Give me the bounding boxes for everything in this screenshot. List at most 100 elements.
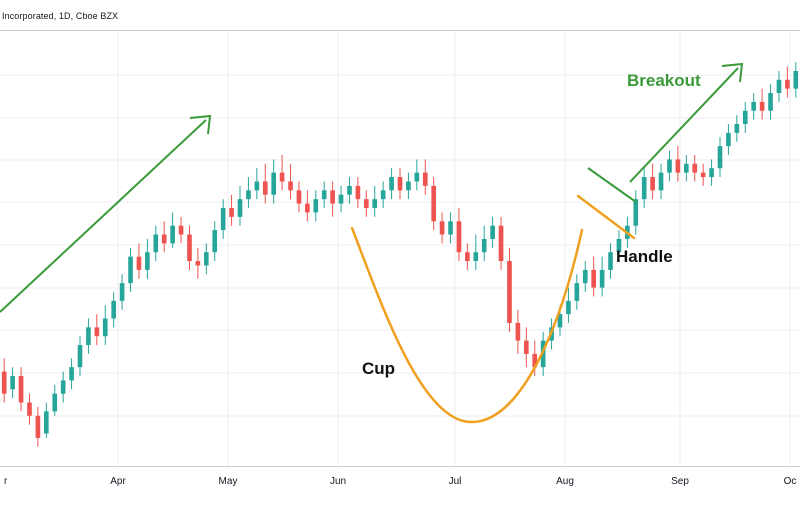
candle: [498, 216, 504, 270]
x-tick-label: Apr: [110, 476, 126, 487]
uptrend-arrowhead-left: [189, 114, 212, 135]
candle-body: [742, 110, 748, 124]
candle-body: [709, 168, 714, 178]
candle-body: [321, 190, 327, 200]
x-tick-label: r: [4, 476, 8, 487]
candle-body: [204, 252, 209, 266]
candles: [1, 62, 799, 447]
candle: [422, 159, 428, 195]
candle: [338, 185, 344, 213]
x-tick-label: Oc: [784, 476, 797, 487]
candle-body: [793, 70, 799, 89]
candle: [330, 181, 335, 217]
candle-body: [305, 203, 310, 213]
candle: [77, 336, 83, 376]
candle-body: [128, 256, 133, 284]
candle-body: [490, 225, 495, 239]
candle-body: [734, 124, 740, 133]
x-tick-label: Jul: [449, 476, 462, 487]
candle-body: [574, 283, 580, 301]
candle-body: [776, 79, 782, 94]
candle: [229, 194, 234, 226]
candle: [776, 70, 782, 102]
candle: [237, 185, 243, 226]
candle-body: [700, 172, 706, 178]
candle: [271, 159, 276, 204]
candle: [734, 115, 740, 142]
bottom-border: [0, 466, 800, 467]
candle-body: [422, 172, 428, 186]
candle-body: [237, 199, 243, 217]
chart-header: Incorporated, 1D, Cboe BZX: [0, 0, 800, 30]
x-axis: r Apr May Jun Jul Aug Sep Oc: [4, 476, 796, 487]
candle-body: [397, 177, 403, 191]
candle-body: [246, 190, 251, 200]
candle: [170, 212, 175, 248]
candle-body: [27, 402, 32, 416]
candle: [633, 190, 639, 235]
candle: [439, 212, 445, 244]
candle: [726, 124, 731, 155]
candle: [406, 172, 411, 200]
candle: [515, 309, 521, 354]
candle-body: [406, 181, 411, 191]
cup-label: Cup: [362, 359, 395, 378]
candle-body: [380, 190, 386, 200]
handle-label: Handle: [616, 247, 673, 266]
candle: [751, 93, 756, 120]
candle-body: [94, 327, 100, 337]
candle-body: [372, 199, 378, 208]
x-tick-label: Aug: [556, 476, 574, 487]
candle-body: [77, 345, 83, 368]
candle-body: [658, 172, 664, 191]
candle-body: [566, 300, 571, 315]
candle-body: [675, 159, 681, 173]
candle-body: [759, 101, 765, 111]
candle-body: [507, 261, 512, 323]
candle: [111, 292, 116, 328]
x-tick-label: Sep: [671, 476, 689, 487]
x-tick-label: Jun: [330, 476, 346, 487]
candle: [145, 238, 150, 279]
handle-top-line: [587, 167, 637, 203]
candle: [709, 159, 714, 186]
candle: [582, 261, 588, 292]
candle: [1, 358, 7, 403]
candle-body: [119, 283, 125, 301]
candle: [465, 243, 470, 270]
candle: [18, 367, 24, 412]
candle-body: [633, 199, 639, 226]
candle-body: [557, 314, 563, 328]
candle-body: [136, 256, 142, 270]
candle-body: [161, 234, 167, 244]
candle-body: [524, 340, 529, 354]
candle: [414, 159, 420, 191]
pattern-annotations: Cup Handle Breakout: [0, 62, 744, 424]
candle: [364, 190, 369, 217]
candle-body: [170, 225, 175, 244]
candle: [69, 358, 74, 390]
candle-body: [338, 194, 344, 204]
candle-body: [86, 327, 91, 346]
candle-body: [279, 172, 285, 182]
candle-body: [347, 185, 352, 195]
candle-body: [69, 367, 74, 381]
grid-lines: [0, 31, 800, 466]
candle-body: [102, 318, 108, 337]
candle: [27, 393, 32, 425]
candle: [305, 190, 310, 222]
handle-line: [576, 194, 636, 240]
candle: [220, 199, 226, 239]
candle: [254, 168, 260, 200]
candle: [35, 406, 41, 447]
candle: [574, 274, 580, 310]
candle-body: [641, 177, 647, 200]
candle: [532, 340, 538, 376]
candle: [313, 190, 319, 222]
candle-body: [515, 322, 521, 341]
candle: [389, 168, 394, 200]
candle-body: [431, 185, 436, 222]
breakout-arrowhead: [721, 62, 744, 83]
candle-body: [481, 238, 487, 253]
candle-body: [473, 252, 479, 262]
